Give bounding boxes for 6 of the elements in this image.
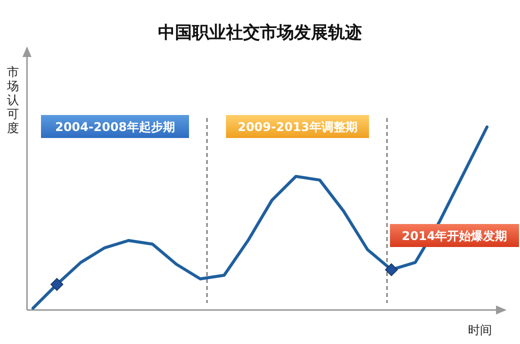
annotation: 2009-2013年调整期	[238, 120, 358, 134]
annotation: 2004-2008年起步期	[55, 120, 175, 134]
annotation: 2014年开始爆发期	[402, 229, 508, 243]
y-axis-title: 市场认可度	[6, 65, 19, 135]
chart-title: 中国职业社交市场发展轨迹	[158, 23, 362, 43]
x-axis-title: 时间	[468, 323, 492, 337]
